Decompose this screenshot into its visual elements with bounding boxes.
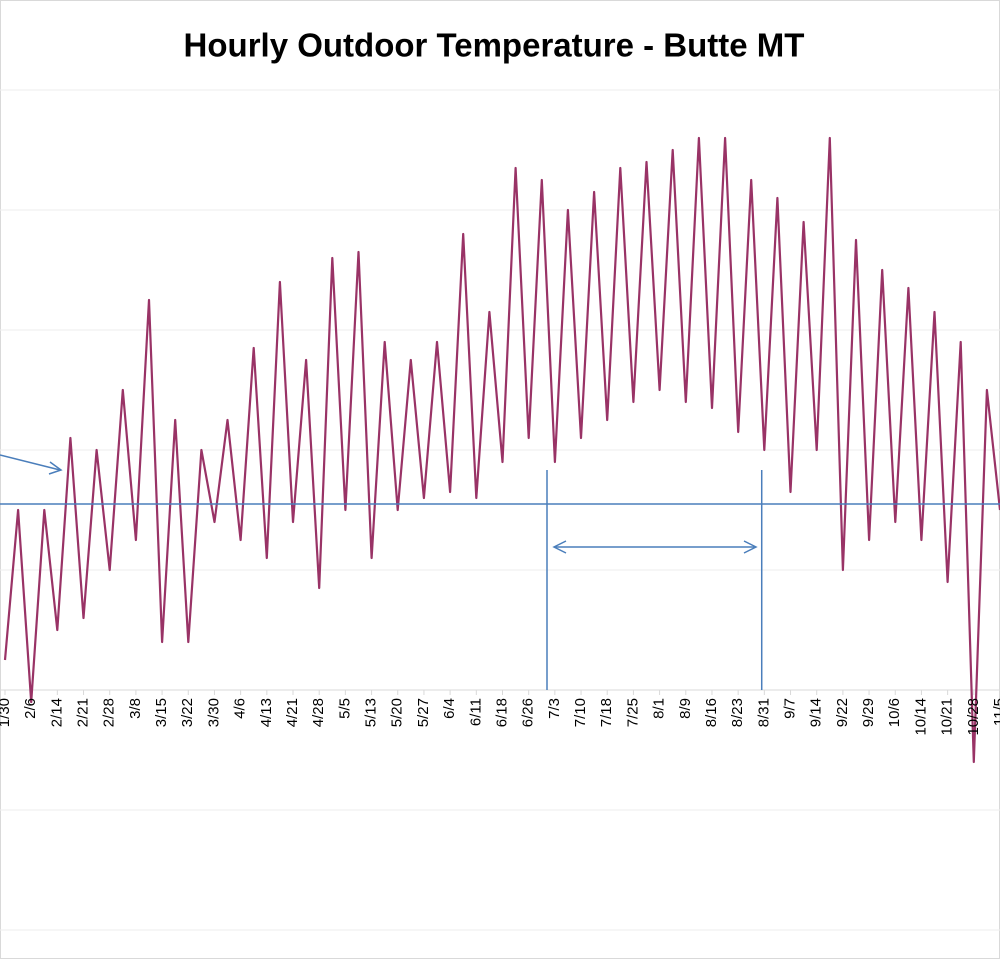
x-tick-label: 2/21 <box>74 698 91 727</box>
x-tick-label: 6/26 <box>520 698 537 727</box>
arrow-line <box>0 454 61 471</box>
x-tick-label: 8/16 <box>703 698 720 727</box>
x-tick-label: 2/28 <box>101 698 118 727</box>
x-tick-label: 10/14 <box>912 698 929 736</box>
grid <box>0 89 1000 931</box>
x-tick-label: 7/10 <box>572 698 589 727</box>
x-tick-label: 6/18 <box>493 698 510 727</box>
x-tick-label: 11/5 <box>991 698 1000 726</box>
x-tick-label: 8/23 <box>729 698 746 727</box>
x-tick-label: 5/27 <box>415 698 432 727</box>
x-tick-label: 10/6 <box>886 698 903 727</box>
x-tick-label: 7/25 <box>624 698 641 727</box>
x-tick-label: 7/18 <box>598 698 615 727</box>
x-tick-label: 3/30 <box>205 698 222 727</box>
x-tick-label: 6/11 <box>467 698 484 726</box>
arrow-head <box>743 540 758 554</box>
x-tick-label: 10/21 <box>939 698 956 736</box>
x-tick-label: 4/13 <box>258 698 275 727</box>
x-tick-label: 3/8 <box>127 698 144 719</box>
x-tick-label: 3/15 <box>153 698 170 727</box>
x-tick-label: 8/31 <box>755 698 772 727</box>
x-tick-label: 8/9 <box>677 698 694 719</box>
x-tick-label: 4/28 <box>310 698 327 727</box>
annotation-arrows <box>0 454 758 554</box>
x-tick-label: 8/1 <box>651 698 668 719</box>
x-tick-label: 9/14 <box>808 698 825 727</box>
arrow-head <box>48 461 63 475</box>
x-tick-label: 9/22 <box>834 698 851 727</box>
x-tick-label: 2/14 <box>48 698 65 727</box>
plot <box>0 136 1000 764</box>
x-tick-label: 5/5 <box>336 698 353 719</box>
x-tick-label: 1/30 <box>0 698 13 727</box>
x-tick-label: 7/3 <box>546 698 563 719</box>
x-tick-label: 5/13 <box>363 698 380 727</box>
x-tick-label: 9/29 <box>860 698 877 727</box>
arrow-head <box>552 540 567 554</box>
x-tick-label: 4/6 <box>232 698 249 719</box>
x-tick-label: 10/28 <box>965 698 982 736</box>
x-tick-label: 2/6 <box>22 698 39 719</box>
x-tick-label: 3/22 <box>179 698 196 727</box>
chart-title: Hourly Outdoor Temperature - Butte MT <box>184 27 805 64</box>
x-tick-label: 5/20 <box>389 698 406 727</box>
x-tick-label: 9/7 <box>781 698 798 719</box>
temperature-line <box>3 136 1000 764</box>
x-tick-label: 4/21 <box>284 698 301 727</box>
x-tick-labels: 1/30 2/6 2/14 2/21 2/28 3/8 3/15 3/22 3/30 4/6 4/1… <box>0 698 1000 736</box>
x-tick-label: 6/4 <box>441 698 458 719</box>
